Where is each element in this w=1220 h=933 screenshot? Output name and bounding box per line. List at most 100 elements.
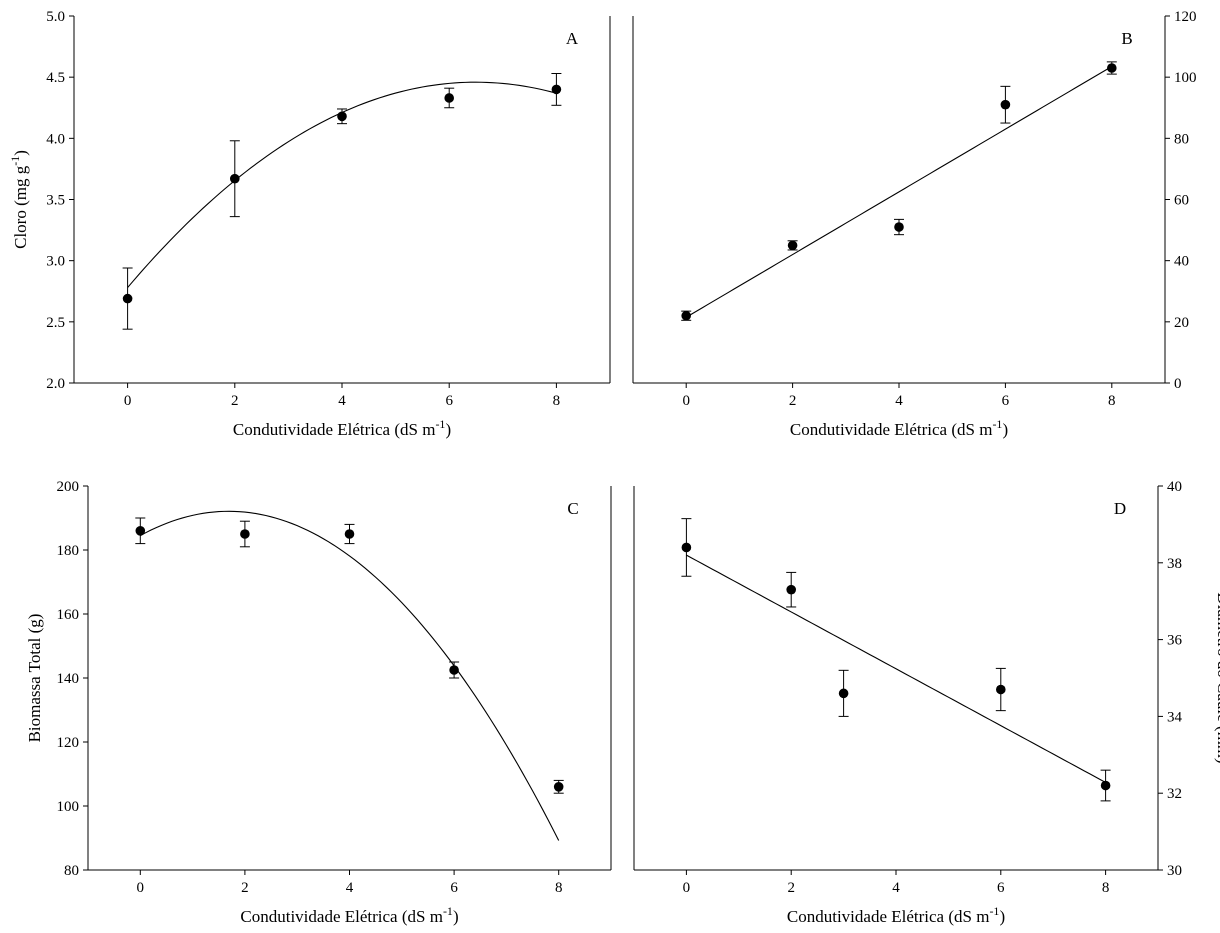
y-tick-label: 200 — [57, 479, 80, 495]
x-tick-label: 4 — [338, 393, 346, 409]
x-axis-title-superscript: -1 — [992, 417, 1002, 431]
regression-line — [686, 554, 1106, 783]
y-tick-label: 38 — [1167, 556, 1182, 572]
x-tick-label: 6 — [997, 880, 1005, 896]
panel-letter: A — [566, 29, 579, 48]
data-point — [553, 782, 564, 792]
y-axis-title-text: Diâmetro do Caule (mm) — [1214, 592, 1220, 763]
data-point — [230, 173, 240, 184]
y-tick-label: 4.0 — [46, 131, 65, 147]
y-tick-label: 3.0 — [46, 254, 65, 270]
x-axis-title-superscript: -1 — [989, 904, 999, 918]
y-tick-label: 120 — [1174, 9, 1197, 25]
regression-line — [140, 510, 560, 841]
x-axis-title-suffix: ) — [445, 420, 451, 439]
data-point — [1107, 63, 1117, 73]
x-tick-label: 0 — [137, 880, 145, 896]
data-point — [1000, 99, 1011, 110]
data-point — [551, 84, 562, 95]
data-point — [786, 584, 796, 595]
y-tick-label: 100 — [1174, 70, 1197, 86]
y-tick-label: 140 — [57, 671, 80, 687]
x-axis-title: Condutividade Elétrica (dS m-1) — [790, 417, 1008, 439]
y-tick-label: 160 — [57, 607, 80, 623]
y-axis-title-text: Cloro (mg g — [11, 165, 30, 249]
x-tick-label: 0 — [683, 880, 691, 896]
x-tick-label: 2 — [787, 880, 795, 896]
x-tick-label: 0 — [682, 393, 690, 409]
data-point — [894, 222, 904, 232]
y-tick-label: 2.5 — [46, 315, 65, 331]
y-axis-title: Cloro (mg g-1) — [8, 150, 30, 249]
x-tick-label: 8 — [553, 393, 561, 409]
x-tick-label: 4 — [346, 880, 354, 896]
x-axis-title-suffix: ) — [453, 907, 459, 926]
y-tick-label: 80 — [1174, 131, 1189, 147]
data-point — [996, 684, 1006, 695]
y-axis-title-superscript: -1 — [8, 156, 22, 166]
x-tick-label: 2 — [231, 393, 239, 409]
panel-letter: D — [1114, 499, 1126, 518]
y-tick-label: 40 — [1167, 479, 1182, 495]
y-tick-label: 32 — [1167, 786, 1182, 802]
x-tick-label: 8 — [555, 880, 563, 896]
x-tick-label: 6 — [1002, 393, 1010, 409]
x-tick-label: 4 — [895, 393, 903, 409]
x-axis-title-suffix: ) — [999, 907, 1005, 926]
x-axis-title-superscript: -1 — [443, 904, 453, 918]
y-tick-label: 36 — [1167, 633, 1183, 649]
x-axis-title: Condutividade Elétrica (dS m-1) — [240, 904, 458, 926]
y-tick-label: 2.0 — [46, 376, 65, 392]
x-axis-title-text: Condutividade Elétrica (dS m — [790, 420, 993, 439]
y-tick-label: 40 — [1174, 254, 1189, 270]
data-point — [337, 111, 347, 122]
x-tick-label: 4 — [892, 880, 900, 896]
y-axis-title: Biomassa Total (g) — [25, 614, 44, 743]
data-point — [681, 542, 692, 553]
data-point — [787, 240, 798, 251]
data-point — [838, 688, 849, 699]
x-axis-title-text: Condutividade Elétrica (dS m — [787, 907, 990, 926]
chart-panel-c: 0 2 4 6 8 80 100 120 140 160 180 200 Condutividade E… — [25, 479, 612, 926]
y-tick-label: 180 — [57, 543, 80, 559]
data-point — [444, 93, 455, 103]
x-tick-label: 8 — [1102, 880, 1110, 896]
data-point — [681, 310, 691, 321]
y-tick-label: 0 — [1174, 376, 1182, 392]
y-axis-title-suffix: ) — [11, 150, 30, 156]
y-tick-label: 4.5 — [46, 70, 65, 86]
x-axis-title-text: Condutividade Elétrica (dS m — [240, 907, 443, 926]
y-tick-label: 120 — [57, 735, 80, 751]
x-tick-label: 2 — [241, 880, 249, 896]
chart-panel-a: 0 2 4 6 8 2.0 2.5 3.0 3.5 4.0 4.5 5.0 Condutividade … — [8, 9, 611, 439]
y-tick-label: 30 — [1167, 863, 1182, 879]
x-tick-label: 6 — [450, 880, 458, 896]
x-tick-label: 2 — [789, 393, 797, 409]
x-tick-label: 0 — [124, 393, 132, 409]
y-axis-title: Diâmetro do Caule (mm) — [1214, 592, 1220, 763]
y-tick-label: 80 — [64, 863, 79, 879]
y-tick-label: 20 — [1174, 315, 1189, 331]
data-point — [240, 529, 250, 539]
y-tick-label: 5.0 — [46, 9, 65, 25]
y-axis-title-text: Biomassa Total (g) — [25, 614, 44, 743]
y-tick-label: 34 — [1167, 709, 1183, 725]
data-point — [1100, 780, 1111, 791]
data-point — [449, 665, 459, 675]
x-axis-title-superscript: -1 — [435, 417, 445, 431]
data-point — [135, 526, 146, 536]
y-tick-label: 3.5 — [46, 193, 65, 209]
y-tick-label: 100 — [57, 799, 80, 815]
x-axis-title: Condutividade Elétrica (dS m-1) — [787, 904, 1005, 926]
panel-letter: C — [567, 499, 578, 518]
data-point — [122, 293, 133, 304]
x-axis-title: Condutividade Elétrica (dS m-1) — [233, 417, 451, 439]
x-tick-label: 6 — [445, 393, 453, 409]
x-tick-label: 8 — [1108, 393, 1116, 409]
data-point — [344, 529, 355, 539]
x-axis-title-suffix: ) — [1002, 420, 1008, 439]
x-axis-title-text: Condutividade Elétrica (dS m — [233, 420, 436, 439]
panel-letter: B — [1121, 29, 1132, 48]
